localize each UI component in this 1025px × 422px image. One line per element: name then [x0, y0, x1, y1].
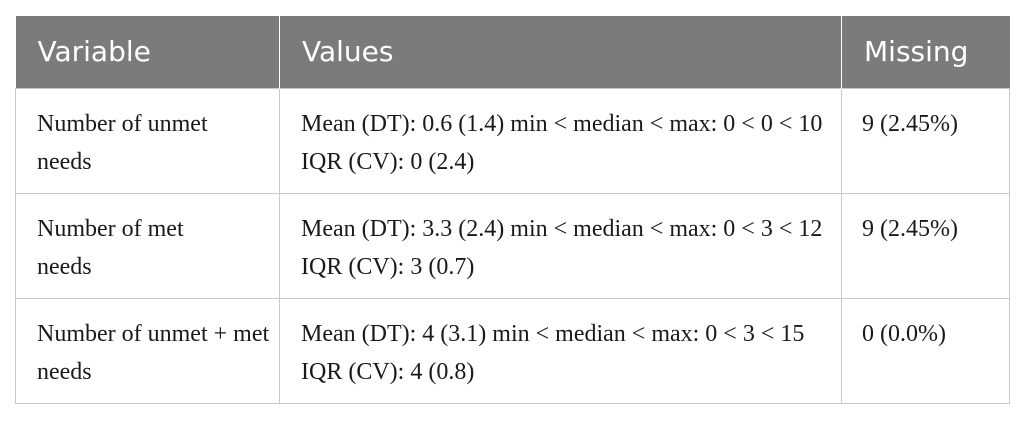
data-table-container: Variable Values Missing Number of unmet …	[15, 16, 1010, 404]
cell-variable: Number of unmet needs	[15, 87, 280, 194]
header-variable: Variable	[15, 16, 280, 88]
cell-values: Mean (DT): 3.3 (2.4) min < median < max:…	[279, 192, 842, 299]
cell-missing: 0 (0.0%)	[841, 297, 1010, 404]
table-row: Number of unmet + met needs Mean (DT): 4…	[15, 297, 1010, 404]
cell-missing: 9 (2.45%)	[841, 192, 1010, 299]
header-row: Variable Values Missing	[15, 16, 1010, 88]
table-body: Number of unmet needs Mean (DT): 0.6 (1.…	[15, 87, 1010, 404]
header-missing: Missing	[841, 16, 1010, 88]
table-row: Number of met needs Mean (DT): 3.3 (2.4)…	[15, 192, 1010, 299]
table-header: Variable Values Missing	[15, 16, 1010, 88]
cell-variable: Number of unmet + met needs	[15, 297, 280, 404]
header-values: Values	[279, 16, 842, 88]
cell-values: Mean (DT): 4 (3.1) min < median < max: 0…	[279, 297, 842, 404]
table-row: Number of unmet needs Mean (DT): 0.6 (1.…	[15, 87, 1010, 194]
cell-variable: Number of met needs	[15, 192, 280, 299]
cell-values: Mean (DT): 0.6 (1.4) min < median < max:…	[279, 87, 842, 194]
cell-missing: 9 (2.45%)	[841, 87, 1010, 194]
summary-table: Variable Values Missing Number of unmet …	[15, 16, 1010, 404]
